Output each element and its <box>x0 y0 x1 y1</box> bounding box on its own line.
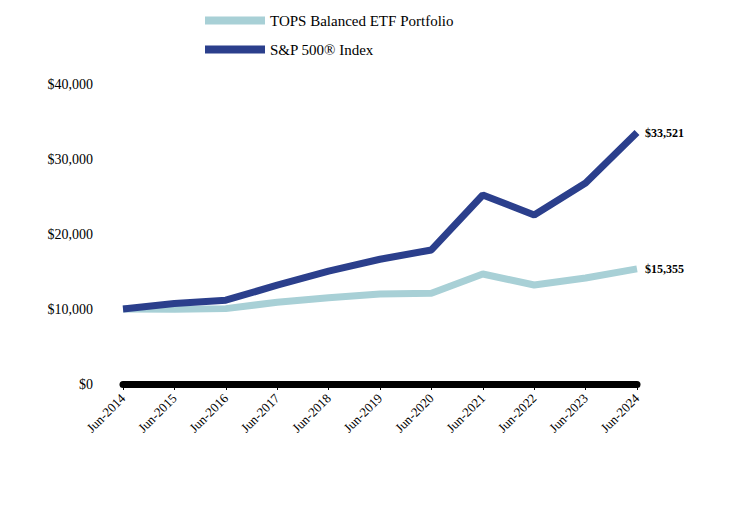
svg-text:$20,000: $20,000 <box>48 227 94 242</box>
svg-text:$30,000: $30,000 <box>48 152 94 167</box>
svg-text:Jun-2018: Jun-2018 <box>289 391 334 436</box>
svg-text:Jun-2017: Jun-2017 <box>238 390 283 435</box>
svg-text:Jun-2015: Jun-2015 <box>135 391 180 436</box>
svg-text:Jun-2024: Jun-2024 <box>598 390 643 435</box>
svg-text:Jun-2016: Jun-2016 <box>186 390 231 435</box>
svg-text:TOPS Balanced ETF Portfolio: TOPS Balanced ETF Portfolio <box>270 13 453 29</box>
svg-text:Jun-2020: Jun-2020 <box>392 391 437 436</box>
svg-text:Jun-2022: Jun-2022 <box>495 391 540 436</box>
svg-text:$15,355: $15,355 <box>645 262 684 276</box>
svg-text:Jun-2021: Jun-2021 <box>443 391 488 436</box>
svg-text:$40,000: $40,000 <box>48 77 94 92</box>
svg-text:$0: $0 <box>79 377 93 392</box>
svg-text:Jun-2014: Jun-2014 <box>84 390 129 435</box>
svg-text:$33,521: $33,521 <box>645 126 684 140</box>
svg-text:$10,000: $10,000 <box>48 302 94 317</box>
svg-text:S&P 500® Index: S&P 500® Index <box>270 42 374 58</box>
svg-text:Jun-2019: Jun-2019 <box>341 391 386 436</box>
svg-text:Jun-2023: Jun-2023 <box>546 391 591 436</box>
